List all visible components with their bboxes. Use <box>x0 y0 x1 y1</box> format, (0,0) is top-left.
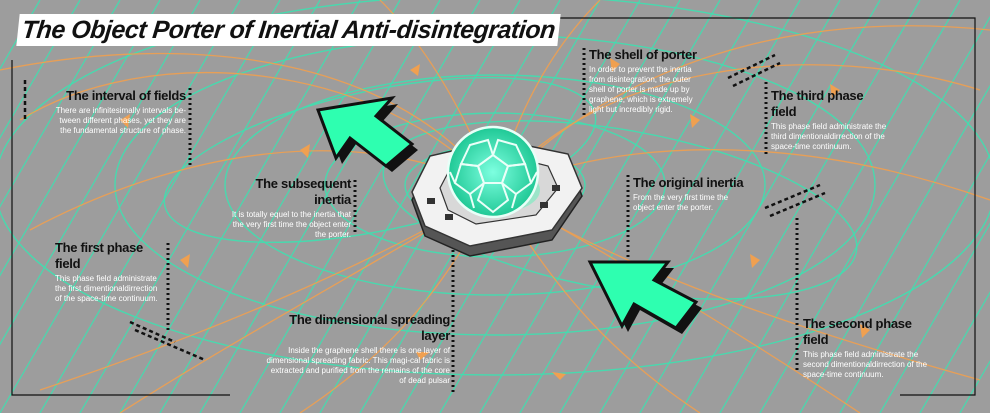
label-subsequent-inertia: The subsequent inertia It is totally equ… <box>220 176 351 240</box>
tick-marks <box>23 53 826 362</box>
original-body: From the very first time the object ente… <box>633 193 729 212</box>
label-interval-of-fields: The interval of fields There are infinit… <box>50 88 187 136</box>
label-third-phase-field: The third phase field This phase field a… <box>771 88 891 152</box>
label-shell-of-porter: The shell of porter In order to prevent … <box>589 47 707 115</box>
subsequent-body: It is totally equel to the inertia that … <box>231 210 351 239</box>
third-phase-body: This phase field administrate the third … <box>771 122 887 151</box>
spreading-body: Inside the graphene shell there is one l… <box>266 346 451 385</box>
second-phase-body: This phase field administrate the second… <box>803 350 928 379</box>
label-dimensional-spreading-layer: The dimensional spreading layer Inside t… <box>262 312 451 386</box>
graphene-shell-sphere <box>446 125 540 219</box>
leader-lines <box>166 48 799 395</box>
label-first-phase-field: The first phase field This phase field a… <box>55 240 165 304</box>
original-heading: The original inertia <box>633 175 744 190</box>
third-phase-heading: The third phase field <box>771 88 864 119</box>
interval-heading: The interval of fields <box>66 88 186 103</box>
second-phase-heading: The second phase field <box>803 316 912 347</box>
label-original-inertia: The original inertia From the very first… <box>633 175 751 213</box>
inertia-arrow-right <box>587 260 702 334</box>
shell-heading: The shell of porter <box>589 47 697 62</box>
diagram-title: The Object Porter of Inertial Anti-disin… <box>16 14 561 46</box>
spreading-heading: The dimensional spreading layer <box>289 312 450 343</box>
frame-lines <box>11 17 976 396</box>
first-phase-body: This phase field administrate the first … <box>55 274 158 303</box>
shell-body: In order to prevent the inertia from dis… <box>589 65 693 114</box>
label-second-phase-field: The second phase field This phase field … <box>803 316 938 380</box>
inertia-arrow-left <box>315 95 418 172</box>
subsequent-heading: The subsequent inertia <box>255 176 352 207</box>
interval-body: There are infinitesimally intervals be-t… <box>55 106 186 135</box>
first-phase-heading: The first phase field <box>55 240 143 271</box>
